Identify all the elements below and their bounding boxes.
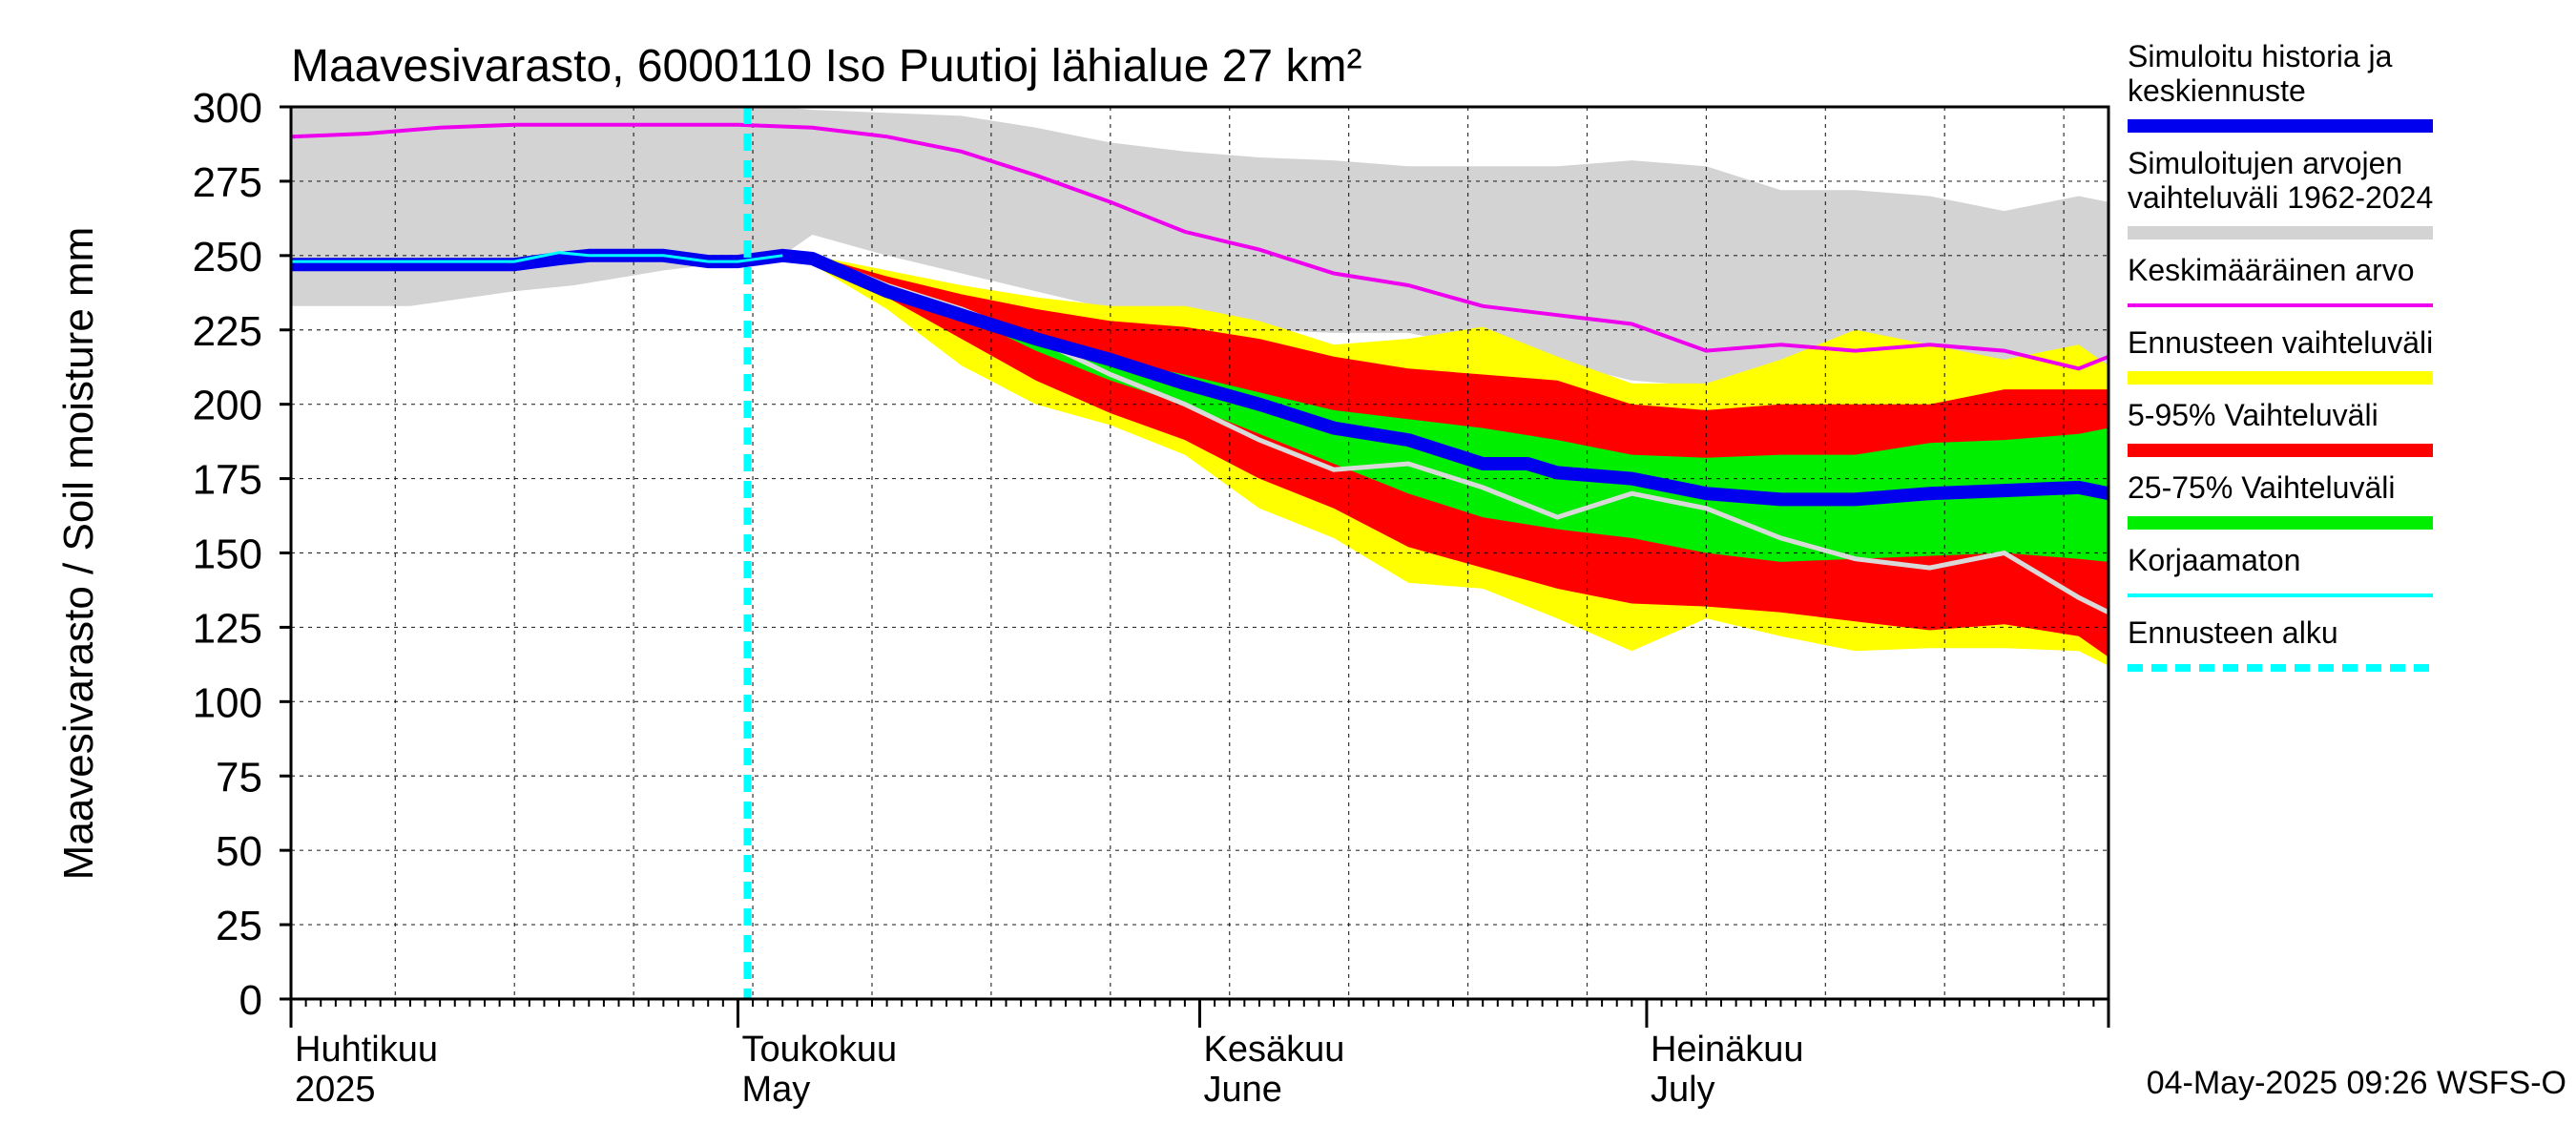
- y-tick-label: 100: [193, 679, 262, 726]
- y-tick-label: 50: [216, 828, 262, 875]
- x-month-sublabel: July: [1651, 1070, 1715, 1110]
- history-range-band: [291, 107, 2109, 390]
- x-month-label: Huhtikuu: [295, 1030, 438, 1070]
- axes: [280, 105, 2110, 1028]
- y-tick-label: 250: [193, 234, 262, 281]
- y-tick-label: 300: [193, 85, 262, 132]
- legend-label: keskiennuste: [2128, 73, 2306, 108]
- chart-title: Maavesivarasto, 6000110 Iso Puutioj lähi…: [291, 41, 1361, 92]
- legend-label: Simuloitu historia ja: [2128, 39, 2393, 73]
- y-tick-label: 75: [216, 754, 262, 801]
- legend-label: Ennusteen alku: [2128, 615, 2338, 650]
- timestamp: 04-May-2025 09:26 WSFS-O: [2147, 1065, 2566, 1101]
- legend-label: 25-75% Vaihteluväli: [2128, 470, 2395, 505]
- mean-line: [291, 122, 2109, 371]
- legend-label: Keskimääräinen arvo: [2128, 253, 2415, 287]
- y-tick-label: 125: [193, 605, 262, 652]
- legend-label: Simuloitujen arvojen: [2128, 146, 2402, 180]
- y-axis-label: Maavesivarasto / Soil moisture mm: [55, 227, 102, 881]
- y-tick-label: 150: [193, 531, 262, 578]
- p25-75-band: [782, 255, 2109, 562]
- uncorrected-line: [291, 251, 783, 263]
- y-tick-label: 0: [239, 977, 262, 1024]
- y-tick-label: 175: [193, 457, 262, 504]
- x-month-sublabel: May: [741, 1070, 810, 1110]
- y-tick-label: 200: [193, 383, 262, 429]
- y-tick-label: 225: [193, 308, 262, 355]
- legend-label: Korjaamaton: [2128, 543, 2300, 577]
- legend-label: vaihteluväli 1962-2024: [2128, 180, 2433, 215]
- x-month-sublabel: 2025: [295, 1070, 376, 1110]
- plot-area: [291, 107, 2110, 999]
- axis-labels: 0 25 50 75 100 125 150 175 200 225 250 275 300 Huhtik…: [193, 85, 1804, 1110]
- legend-label: 5-95% Vaihteluväli: [2128, 398, 2379, 432]
- x-month-sublabel: June: [1204, 1070, 1282, 1110]
- y-tick-label: 25: [216, 903, 262, 949]
- y-tick-label: 275: [193, 159, 262, 206]
- legend-label: Ennusteen vaihteluväli: [2128, 325, 2433, 360]
- x-month-label: Toukokuu: [741, 1030, 897, 1070]
- x-month-label: Kesäkuu: [1204, 1030, 1345, 1070]
- x-month-label: Heinäkuu: [1651, 1030, 1804, 1070]
